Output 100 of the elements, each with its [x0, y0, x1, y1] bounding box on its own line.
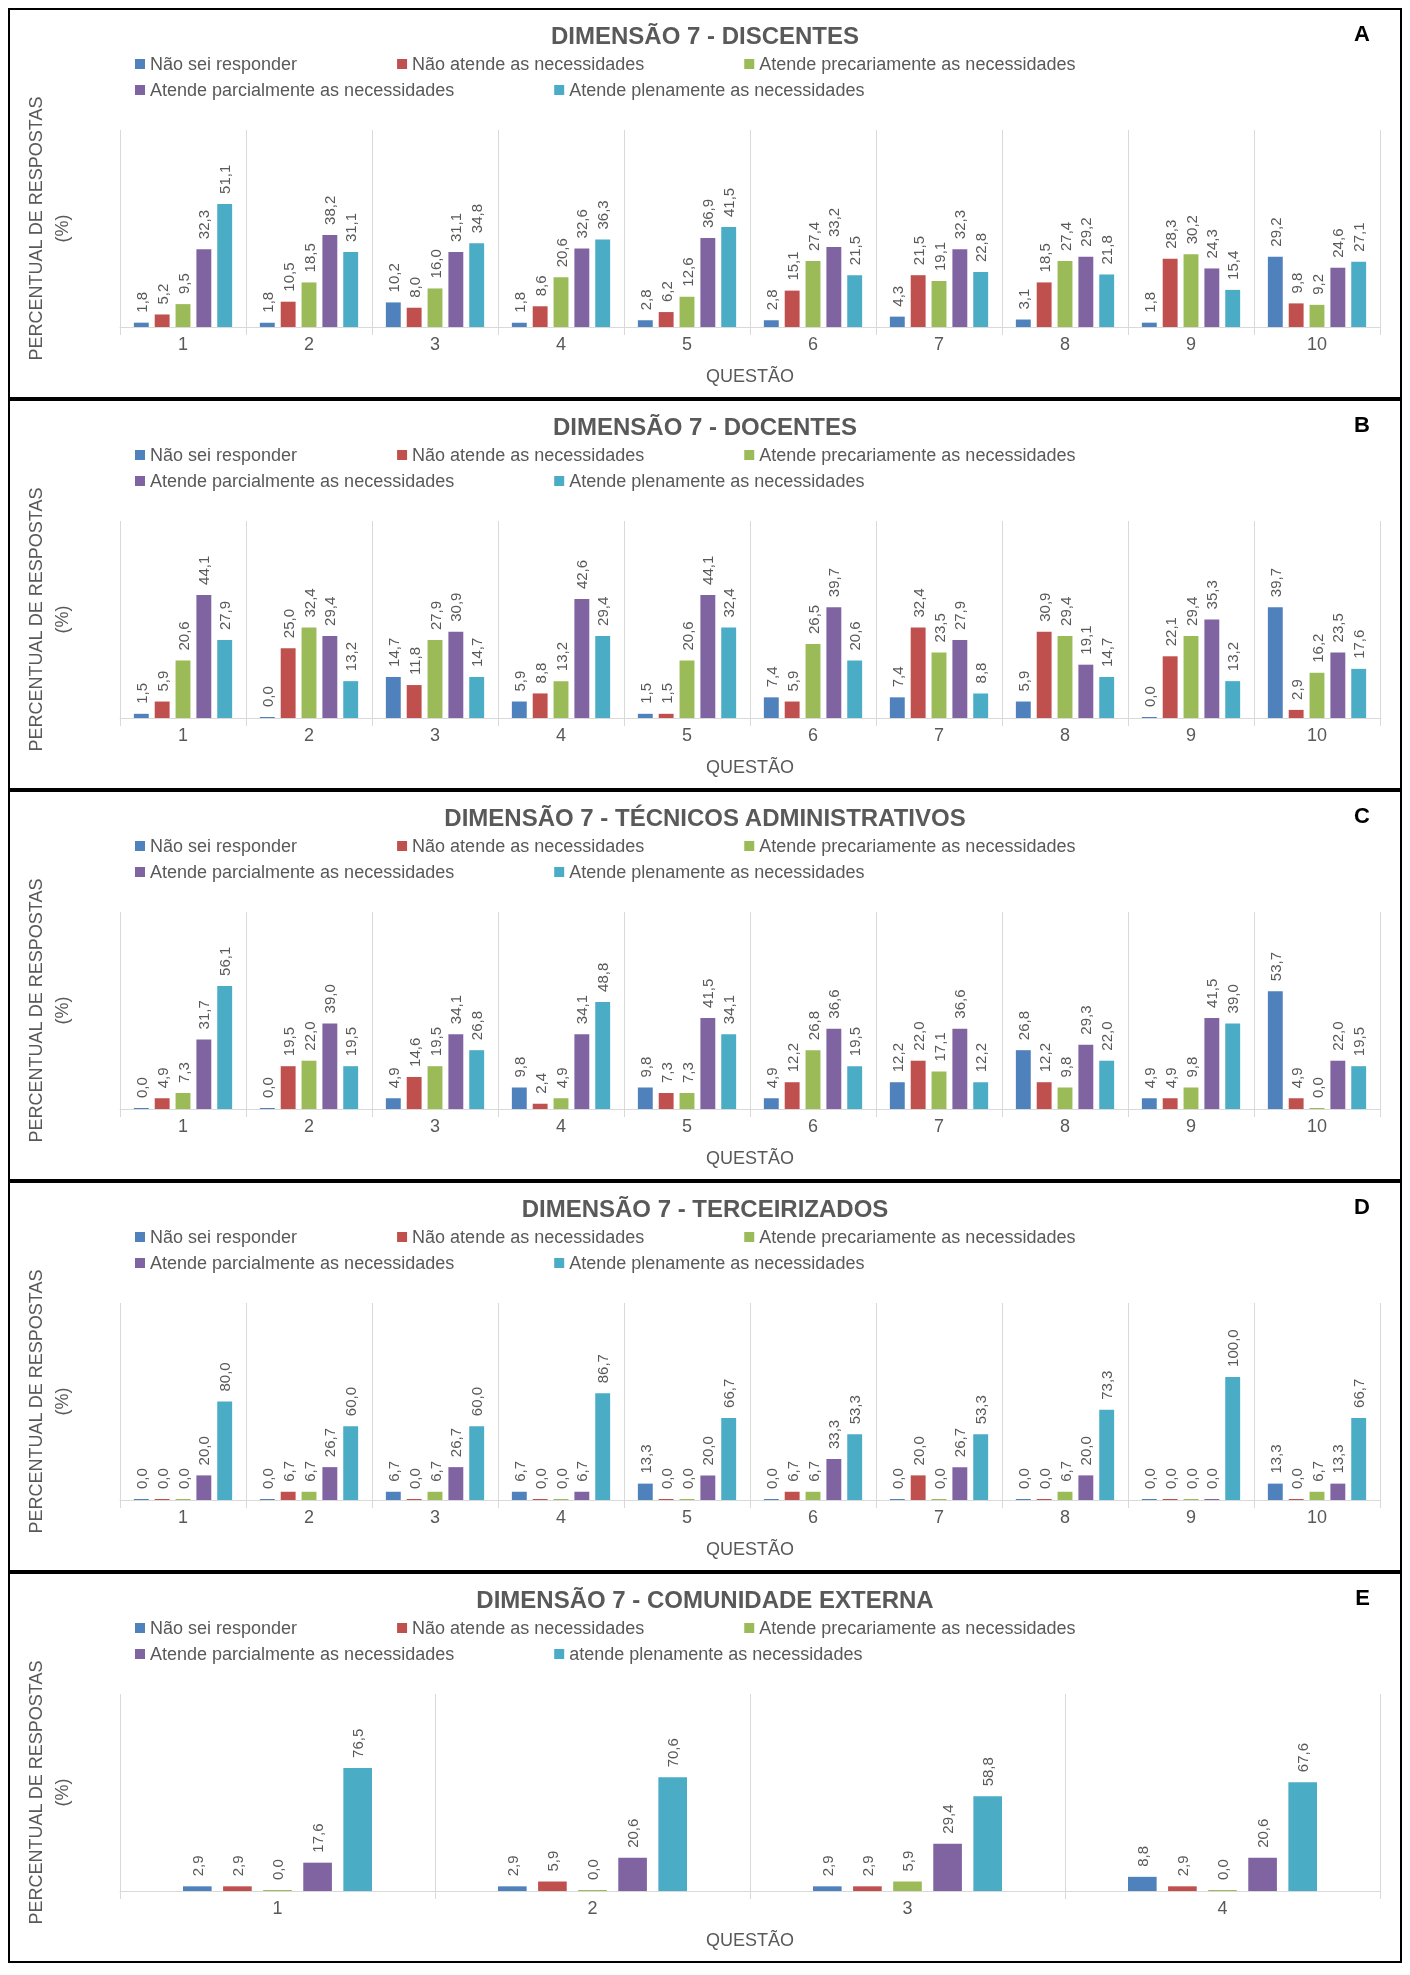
data-label: 20,0 [909, 1436, 927, 1466]
data-label: 26,5 [804, 604, 822, 635]
x-tick-label: 2 [303, 334, 315, 354]
data-label: 13,3 [1329, 1444, 1347, 1474]
bar [448, 1467, 464, 1500]
bar [511, 1491, 527, 1500]
bar [847, 660, 863, 718]
bar [784, 1082, 800, 1109]
data-label: 0,0 [132, 1077, 150, 1098]
bar [637, 713, 653, 718]
data-label: 0,0 [531, 1468, 549, 1489]
data-label: 22,0 [1098, 1021, 1116, 1051]
data-label: 2,9 [1287, 679, 1305, 700]
data-label: 56,1 [216, 946, 234, 976]
bar [196, 1475, 212, 1500]
bar [637, 320, 653, 327]
bar [1225, 1376, 1241, 1500]
data-label: 0,0 [1287, 1468, 1305, 1489]
legend-label: Atende precariamente as necessidades [759, 836, 1076, 856]
data-label: 1,8 [258, 291, 276, 313]
data-label: 1,8 [1140, 291, 1158, 313]
data-label: 36,9 [699, 198, 717, 229]
data-label: 38,2 [321, 195, 339, 225]
bar [1057, 635, 1073, 718]
text: C [1354, 802, 1371, 828]
bar [679, 296, 695, 327]
bar [1204, 1017, 1220, 1109]
bar [784, 701, 800, 718]
data-label: 30,9 [1035, 592, 1053, 622]
data-label: 22,0 [1329, 1021, 1347, 1051]
data-label: 0,0 [678, 1468, 696, 1489]
x-axis-title: QUESTÃO [705, 1929, 795, 1950]
bar [1141, 1098, 1157, 1109]
bar [406, 307, 422, 327]
data-label: 73,3 [1098, 1370, 1116, 1400]
bar [805, 644, 821, 718]
data-label: 28,3 [1161, 219, 1179, 249]
data-label: 1,5 [636, 682, 654, 704]
x-tick-label: 6 [807, 1507, 819, 1527]
bar [343, 1066, 359, 1109]
data-label: 66,7 [720, 1378, 738, 1408]
x-axis-title: QUESTÃO [705, 756, 795, 777]
data-label: 39,0 [1224, 984, 1242, 1014]
data-label: 10,5 [279, 262, 297, 292]
data-label: 10,2 [384, 263, 402, 293]
data-label: 16,0 [426, 249, 444, 279]
bar [1351, 261, 1367, 327]
data-label: 7,3 [678, 1062, 696, 1083]
data-label: 1,8 [132, 291, 150, 313]
data-label: 0,0 [1308, 1077, 1326, 1098]
bar [826, 1028, 842, 1109]
data-label: 15,1 [783, 251, 801, 281]
bar [618, 1857, 647, 1891]
bar [1330, 1060, 1346, 1109]
bar [973, 1796, 1002, 1891]
data-label: 5,9 [1014, 670, 1032, 692]
data-label: 33,2 [825, 207, 843, 237]
data-label: 27,9 [951, 600, 969, 631]
chart-title: DIMENSÃO 7 - DISCENTES [550, 21, 860, 49]
x-tick-label: 9 [1185, 1507, 1197, 1527]
data-label: 27,4 [804, 221, 822, 251]
bar [1267, 1483, 1283, 1500]
data-label: 6,2 [657, 281, 675, 303]
bar [406, 685, 422, 718]
data-label: 4,9 [552, 1067, 570, 1089]
data-label: 2,8 [762, 289, 780, 311]
data-label: 0,0 [1203, 1468, 1221, 1489]
data-label: 5,9 [510, 670, 528, 692]
bar [1183, 254, 1199, 327]
bar [658, 312, 674, 327]
bar [973, 1434, 989, 1500]
bar [658, 1777, 687, 1891]
bar [1351, 668, 1367, 718]
bar [154, 1098, 170, 1109]
data-label: 0,0 [174, 1468, 192, 1489]
bar [893, 1881, 922, 1891]
bar [280, 301, 296, 327]
data-label: 13,3 [1266, 1444, 1284, 1474]
data-label: 9,8 [1182, 1056, 1200, 1078]
legend-label: Não sei responder [150, 836, 298, 856]
bar [910, 275, 926, 327]
bar [1225, 1023, 1241, 1109]
data-label: 34,1 [447, 994, 465, 1025]
bar [301, 282, 317, 327]
data-label: 44,1 [699, 555, 717, 585]
x-tick-label: 6 [807, 334, 819, 354]
bar [385, 302, 401, 327]
legend-label: Não atende as necessidades [412, 1618, 645, 1638]
bar [301, 1060, 317, 1109]
data-label: 0,0 [258, 1468, 276, 1489]
bar [847, 1434, 863, 1500]
x-tick-label: 2 [303, 1507, 315, 1527]
bar [721, 1417, 737, 1500]
data-label: 7,3 [657, 1062, 675, 1083]
bar [784, 290, 800, 327]
data-label: 6,7 [510, 1460, 528, 1482]
data-label: 41,5 [699, 978, 717, 1008]
data-label: 23,5 [930, 613, 948, 643]
data-label: 32,3 [951, 209, 969, 240]
bar [1128, 1876, 1157, 1891]
